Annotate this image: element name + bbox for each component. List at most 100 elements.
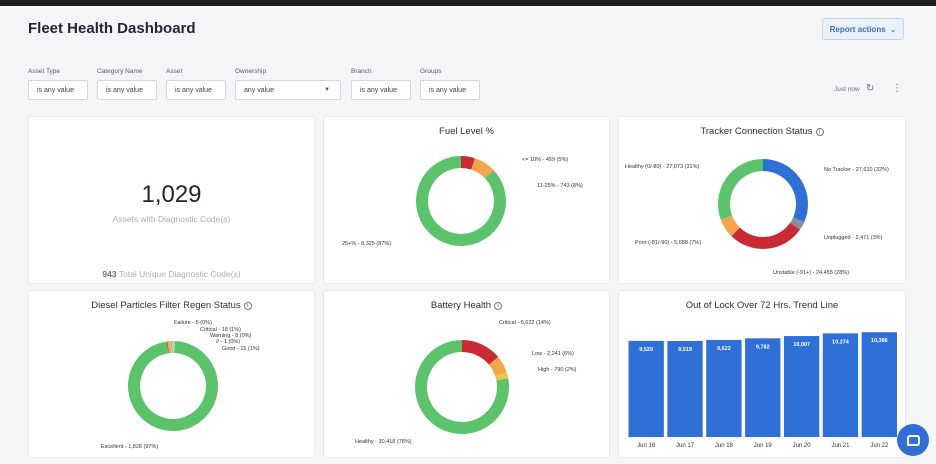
- bar-value-label: 9,529: [639, 347, 653, 353]
- tracker-slice-2[interactable]: [790, 217, 805, 230]
- x-tick-label: Jun 18: [715, 443, 734, 449]
- filter-ownership[interactable]: any value ▼: [235, 80, 341, 100]
- battery-donut-chart: Critical - 5,622 (14%) Low - 2,241 (6%) …: [355, 320, 577, 445]
- tracker-slice-5[interactable]: [718, 159, 764, 220]
- out-of-lock-title: Out of Lock Over 72 Hrs. Trend Line: [685, 300, 839, 311]
- bar-jun-16[interactable]: [628, 340, 664, 437]
- page-title: Fleet Health Dashboard: [28, 20, 196, 37]
- fuel-slice-3[interactable]: [416, 156, 506, 246]
- filter-label-asset-type: Asset Type: [28, 68, 61, 75]
- dpf-label-2: Critical - 18 (1%): [200, 327, 241, 333]
- bar-jun-21[interactable]: [822, 333, 859, 437]
- filter-asset[interactable]: is any value: [166, 80, 226, 100]
- tracker-donut-chart: No Tracker - 27,610 (32%) Unplugged - 2,…: [625, 159, 889, 276]
- dpf-label-6: Excellent - 1,828 (97%): [101, 444, 158, 450]
- tracker-arcs: [718, 159, 808, 249]
- last-refresh-text: Just now: [834, 86, 860, 93]
- battery-health-title-wrap: Battery Health i: [324, 300, 609, 311]
- filter-label-category-name: Category Name: [97, 68, 143, 75]
- more-options-icon[interactable]: ⋮: [892, 83, 902, 94]
- battery-arcs: [415, 340, 509, 434]
- bar-value-label: 10,386: [871, 338, 888, 344]
- report-actions-button[interactable]: Report actions ⌄: [822, 18, 904, 40]
- out-of-lock-bar-chart: 9,529 Jun 16 9,519 Jun 17 9,622 Jun 18 9,782 Ju…: [627, 332, 899, 449]
- x-tick-label: Jun 21: [831, 443, 850, 449]
- x-tick-label: Jun 20: [793, 443, 812, 449]
- dpf-slice-6[interactable]: [128, 341, 218, 431]
- fuel-arcs: [416, 156, 506, 246]
- unique-codes-line: 943 Total Unique Diagnostic Code(s): [29, 269, 314, 279]
- info-icon[interactable]: i: [815, 128, 824, 136]
- bar-jun-18[interactable]: [706, 339, 742, 437]
- dpf-label-5: Good - 15 (1%): [222, 346, 260, 352]
- tracker-label-5: Healthy (0/-80) - 27,073 (31%): [625, 164, 699, 170]
- battery-health-panel: Battery Health i Critical - 5,622 (14%) L…: [323, 290, 610, 458]
- bar-jun-20[interactable]: [783, 336, 820, 437]
- bar-value-label: 10,007: [793, 342, 810, 348]
- tracker-label-4: Poor (-81/-90) - 5,688 (7%): [635, 240, 701, 246]
- filter-category-name[interactable]: is any value: [97, 80, 157, 100]
- filter-label-groups: Groups: [420, 68, 442, 75]
- unique-codes-count: 943: [102, 269, 117, 279]
- filter-branch[interactable]: is any value: [351, 80, 411, 100]
- info-icon[interactable]: i: [494, 302, 503, 310]
- battery-label-1: Critical - 5,622 (14%): [499, 320, 551, 326]
- top-bar: [0, 0, 936, 6]
- chat-launcher-button[interactable]: [897, 424, 929, 456]
- x-tick-label: Jun 16: [637, 443, 656, 449]
- battery-slice-3[interactable]: [495, 372, 509, 381]
- bar-value-label: 10,274: [832, 339, 850, 345]
- unique-codes-label: Total Unique Diagnostic Code(s): [118, 269, 241, 279]
- fuel-label-2: 11-25% - 743 (8%): [537, 183, 583, 189]
- bar-value-label: 9,782: [756, 344, 770, 350]
- caret-down-icon: ▼: [324, 87, 330, 93]
- chevron-down-icon: ⌄: [889, 24, 897, 34]
- bar-jun-17[interactable]: [667, 340, 703, 437]
- filter-label-ownership: Ownership: [235, 68, 267, 75]
- battery-health-title: Battery Health: [430, 300, 492, 311]
- fuel-label-1: <= 10% - 459 (5%): [522, 157, 568, 163]
- tracker-slice-3[interactable]: [731, 222, 800, 249]
- filter-asset-type[interactable]: is any value: [28, 80, 88, 100]
- dpf-status-title-wrap: Diesel Particles Filter Regen Status i: [29, 300, 314, 311]
- fuel-slice-1[interactable]: [460, 156, 475, 170]
- tracker-slice-1[interactable]: [762, 159, 808, 223]
- dpf-arcs: [128, 341, 218, 431]
- battery-label-4: Healthy - 30,418 (78%): [355, 439, 412, 445]
- filter-label-branch: Branch: [351, 68, 372, 75]
- bar-jun-22[interactable]: [861, 332, 897, 437]
- x-tick-label: Jun 22: [870, 443, 889, 449]
- bar-value-label: 9,622: [717, 346, 731, 352]
- refresh-icon[interactable]: ↻: [866, 83, 875, 94]
- x-tick-label: Jun 19: [754, 443, 773, 449]
- battery-label-3: High - 790 (2%): [538, 367, 577, 373]
- dpf-status-title: Diesel Particles Filter Regen Status: [91, 300, 241, 311]
- bar-value-label: 9,519: [678, 347, 692, 353]
- dpf-donut-chart: Failure - 5 (0%) Critical - 18 (1%) Warn…: [101, 320, 260, 450]
- fuel-level-panel: Fuel Level % <= 10% - 459 (5%) 11-25% - …: [323, 116, 610, 284]
- fuel-label-3: 25+% - 8,325 (87%): [342, 241, 391, 247]
- tracker-label-2: Unplugged - 2,471 (3%): [824, 235, 883, 241]
- info-icon[interactable]: i: [243, 302, 252, 310]
- tracker-slice-4[interactable]: [720, 215, 741, 237]
- battery-slice-2[interactable]: [488, 357, 507, 377]
- filter-ownership-value: any value: [244, 86, 274, 94]
- battery-label-2: Low - 2,241 (6%): [532, 351, 574, 357]
- x-tick-label: Jun 17: [676, 443, 695, 449]
- tracker-status-title: Tracker Connection Status: [700, 126, 813, 137]
- fuel-level-title: Fuel Level %: [439, 126, 494, 137]
- fuel-donut-chart: <= 10% - 459 (5%) 11-25% - 743 (8%) 25+%…: [342, 156, 583, 247]
- tracker-label-3: Unstable (-91+) - 24,455 (28%): [773, 270, 849, 276]
- out-of-lock-panel: Out of Lock Over 72 Hrs. Trend Line 9,52…: [618, 290, 906, 458]
- battery-slice-4[interactable]: [415, 340, 509, 434]
- dpf-label-3: Warning - 8 (0%): [210, 333, 252, 339]
- report-actions-label: Report actions: [829, 24, 886, 34]
- assets-count: 1,029: [141, 181, 202, 208]
- filter-groups[interactable]: is any value: [420, 80, 480, 100]
- dpf-label-4: // - 1 (0%): [216, 339, 240, 345]
- battery-slice-1[interactable]: [461, 340, 499, 365]
- chat-bubble-icon: [906, 434, 920, 446]
- fuel-slice-2[interactable]: [470, 158, 494, 179]
- bar-jun-19[interactable]: [745, 338, 781, 437]
- dpf-status-panel: Diesel Particles Filter Regen Status i Fa…: [28, 290, 315, 458]
